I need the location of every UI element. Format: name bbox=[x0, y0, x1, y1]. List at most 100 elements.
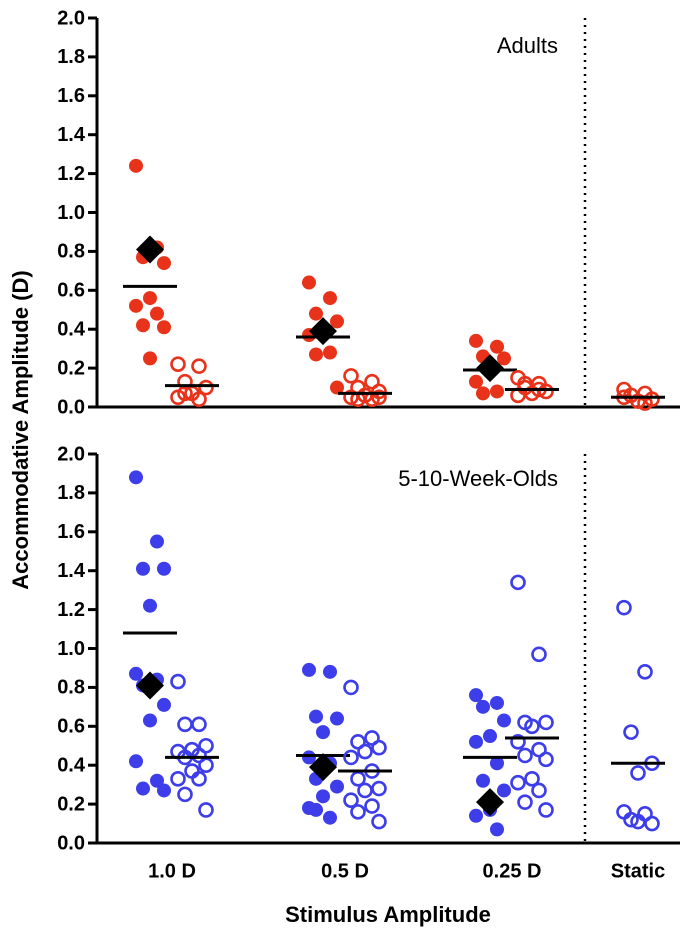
data-point bbox=[371, 813, 387, 830]
data-point bbox=[323, 345, 337, 360]
data-point bbox=[198, 802, 214, 818]
mean-diamond bbox=[309, 753, 337, 782]
data-point bbox=[316, 789, 330, 804]
data-point bbox=[531, 646, 547, 663]
data-point bbox=[517, 747, 533, 764]
data-point bbox=[157, 561, 171, 576]
data-point bbox=[157, 320, 171, 335]
data-point bbox=[357, 743, 373, 760]
data-point bbox=[177, 786, 193, 803]
data-point bbox=[490, 695, 504, 710]
data-point bbox=[531, 782, 547, 799]
data-point bbox=[150, 306, 164, 321]
data-point bbox=[309, 802, 323, 817]
data-point bbox=[350, 804, 366, 820]
data-point bbox=[469, 374, 483, 389]
data-point bbox=[357, 782, 373, 799]
data-point bbox=[191, 391, 207, 408]
data-point bbox=[136, 561, 150, 576]
x-tick-label: 0.5 D bbox=[321, 860, 369, 882]
data-point bbox=[469, 808, 483, 823]
data-point bbox=[177, 716, 193, 733]
y-tick-label: 2.0 bbox=[57, 443, 85, 465]
data-point bbox=[150, 534, 164, 549]
data-point bbox=[198, 757, 214, 774]
data-point bbox=[524, 771, 540, 787]
data-point bbox=[191, 716, 207, 733]
data-point bbox=[630, 393, 646, 409]
data-point bbox=[191, 771, 207, 787]
mean-diamond bbox=[309, 317, 337, 346]
y-tick-label: 1.0 bbox=[57, 638, 85, 660]
data-point bbox=[143, 713, 157, 728]
x-tick-label: 0.25 D bbox=[483, 860, 542, 882]
y-tick-label: 0.2 bbox=[57, 793, 85, 815]
y-tick-label: 0.6 bbox=[57, 280, 85, 302]
data-point bbox=[143, 351, 157, 366]
data-point bbox=[309, 306, 323, 321]
y-tick-label: 0.0 bbox=[57, 832, 85, 854]
data-point bbox=[637, 664, 653, 680]
y-tick-label: 2.0 bbox=[57, 7, 85, 29]
data-point bbox=[343, 792, 359, 809]
y-tick-label: 1.2 bbox=[57, 163, 85, 185]
data-point bbox=[323, 810, 337, 825]
data-point bbox=[490, 756, 504, 771]
data-point bbox=[483, 729, 497, 744]
data-point bbox=[191, 358, 207, 374]
data-point bbox=[129, 754, 143, 769]
data-point bbox=[343, 679, 359, 696]
panel-label: 5-10-Week-Olds bbox=[398, 466, 558, 491]
data-point bbox=[177, 373, 193, 390]
y-tick-label: 0.4 bbox=[57, 754, 86, 776]
x-tick-label: 1.0 D bbox=[148, 860, 196, 882]
data-point bbox=[129, 666, 143, 681]
y-tick-label: 1.4 bbox=[57, 124, 86, 146]
data-point bbox=[538, 751, 554, 768]
data-point bbox=[170, 356, 186, 373]
data-point bbox=[323, 291, 337, 306]
data-point bbox=[476, 699, 490, 714]
data-point bbox=[510, 734, 526, 750]
mean-diamond bbox=[136, 235, 164, 264]
y-axis-title: Accommodative Amplitude (D) bbox=[8, 270, 33, 589]
data-point bbox=[616, 599, 632, 616]
data-point bbox=[517, 794, 533, 810]
data-point bbox=[623, 724, 639, 740]
data-point bbox=[364, 798, 380, 814]
data-point bbox=[510, 574, 526, 591]
data-point bbox=[302, 275, 316, 290]
data-point bbox=[309, 347, 323, 362]
y-tick-label: 0.8 bbox=[57, 677, 85, 699]
y-tick-label: 1.6 bbox=[57, 85, 85, 107]
data-point bbox=[538, 714, 554, 731]
data-point bbox=[157, 697, 171, 712]
data-point bbox=[143, 598, 157, 613]
data-point bbox=[644, 815, 660, 832]
data-point bbox=[316, 725, 330, 740]
data-point bbox=[490, 384, 504, 399]
data-point bbox=[330, 314, 344, 329]
data-point bbox=[469, 688, 483, 703]
data-point bbox=[476, 773, 490, 788]
y-tick-label: 1.0 bbox=[57, 202, 85, 224]
y-tick-label: 0.4 bbox=[57, 318, 86, 340]
data-point bbox=[630, 765, 646, 781]
x-tick-label: Static bbox=[611, 860, 665, 882]
data-point bbox=[476, 386, 490, 401]
data-point bbox=[490, 822, 504, 837]
data-point bbox=[630, 813, 646, 830]
data-point bbox=[343, 368, 359, 384]
data-point bbox=[330, 380, 344, 395]
data-point bbox=[371, 739, 387, 756]
data-point bbox=[309, 709, 323, 724]
data-point bbox=[136, 781, 150, 796]
data-point bbox=[150, 773, 164, 788]
mean-diamond bbox=[476, 354, 504, 383]
data-point bbox=[343, 749, 359, 766]
data-point bbox=[510, 774, 526, 791]
data-point bbox=[302, 750, 316, 765]
y-tick-label: 1.4 bbox=[57, 560, 86, 582]
data-point bbox=[157, 783, 171, 798]
data-point bbox=[524, 718, 540, 735]
